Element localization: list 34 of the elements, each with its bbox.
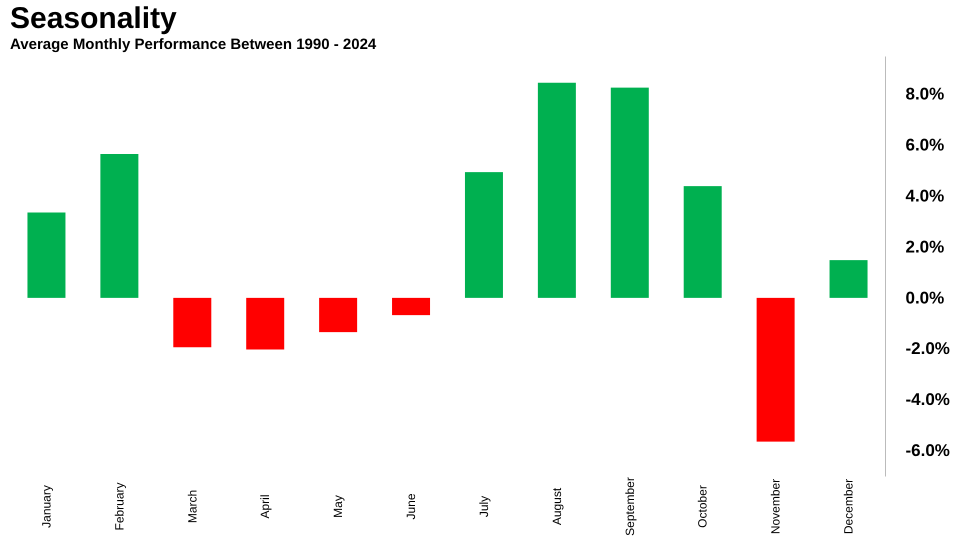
x-tick-label: November: [768, 478, 783, 534]
bar: [610, 88, 649, 298]
y-tick-label: 4.0%: [906, 186, 944, 206]
x-tick-label: December: [842, 478, 856, 534]
x-tick-label: February: [112, 482, 126, 531]
bar: [392, 298, 430, 316]
x-tick-label: June: [404, 493, 418, 520]
bar: [27, 212, 66, 298]
bar: [538, 82, 576, 298]
bar: [830, 260, 868, 298]
x-tick-label: May: [331, 495, 346, 518]
x-tick-label: January: [39, 485, 54, 528]
bar: [684, 186, 722, 298]
x-tick-label: March: [185, 490, 200, 524]
y-tick-label: -6.0%: [906, 441, 950, 460]
chart-subtitle: Average Monthly Performance Between 1990 - 2024: [10, 36, 377, 53]
y-tick-label: -2.0%: [906, 339, 950, 358]
x-tick-label: September: [622, 477, 637, 536]
y-tick-label: 0.0%: [906, 288, 944, 308]
bar: [246, 298, 284, 350]
x-tick-label: October: [696, 485, 710, 528]
bar: [756, 298, 795, 442]
bar: [100, 154, 138, 298]
x-tick-label: April: [258, 494, 272, 519]
bar: [319, 298, 358, 332]
y-tick-label: -4.0%: [906, 390, 950, 410]
y-tick-label: 2.0%: [906, 237, 944, 256]
x-tick-label: August: [550, 487, 564, 526]
chart-title: Seasonality: [10, 2, 178, 35]
y-tick-label: 8.0%: [906, 84, 944, 104]
bar: [464, 172, 503, 298]
y-tick-label: 6.0%: [906, 136, 944, 155]
x-tick-label: July: [476, 496, 491, 518]
bar: [173, 298, 212, 348]
